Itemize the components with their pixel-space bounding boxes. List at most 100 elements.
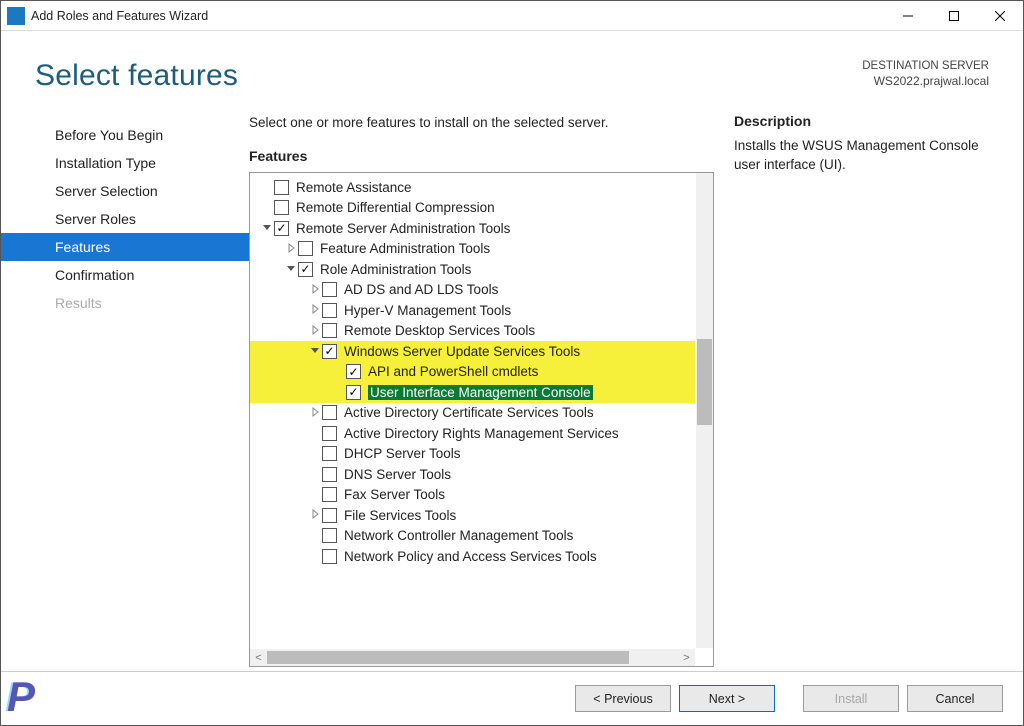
feature-checkbox[interactable]	[322, 446, 337, 461]
feature-checkbox[interactable]	[322, 467, 337, 482]
feature-label: File Services Tools	[344, 508, 456, 523]
window-controls	[885, 1, 1023, 31]
feature-label: DHCP Server Tools	[344, 446, 461, 461]
title-bar: Add Roles and Features Wizard	[1, 1, 1023, 31]
collapse-icon[interactable]	[284, 259, 298, 279]
feature-label: Hyper-V Management Tools	[344, 303, 511, 318]
feature-checkbox[interactable]	[322, 508, 337, 523]
nav-item[interactable]: Installation Type	[1, 149, 249, 177]
feature-label: Network Policy and Access Services Tools	[344, 549, 597, 564]
feature-checkbox[interactable]	[274, 180, 289, 195]
expand-icon[interactable]	[284, 239, 298, 259]
feature-checkbox[interactable]	[322, 323, 337, 338]
nav-item[interactable]: Features	[1, 233, 249, 261]
feature-checkbox[interactable]: ✓	[298, 262, 313, 277]
tree-row[interactable]: ✓ User Interface Management Console	[250, 382, 695, 403]
features-label: Features	[249, 148, 714, 164]
feature-label: AD DS and AD LDS Tools	[344, 282, 498, 297]
features-tree: Remote Assistance Remote Differential Co…	[250, 177, 695, 567]
feature-label: Role Administration Tools	[320, 262, 471, 277]
expand-icon[interactable]	[308, 321, 322, 341]
scroll-left-arrow[interactable]: <	[250, 652, 267, 664]
footer: < Previous Next > Install Cancel P	[1, 671, 1023, 725]
feature-checkbox[interactable]: ✓	[346, 364, 361, 379]
nav-item[interactable]: Server Selection	[1, 177, 249, 205]
close-button[interactable]	[977, 1, 1023, 31]
destination-server: DESTINATION SERVER WS2022.prajwal.local	[862, 59, 989, 90]
feature-checkbox[interactable]: ✓	[322, 344, 337, 359]
maximize-button[interactable]	[931, 1, 977, 31]
tree-row[interactable]: Active Directory Certificate Services To…	[250, 403, 695, 424]
tree-row[interactable]: Remote Assistance	[250, 177, 695, 198]
feature-label: Fax Server Tools	[344, 487, 445, 502]
feature-label: Feature Administration Tools	[320, 241, 490, 256]
body: Before You BeginInstallation TypeServer …	[1, 103, 1023, 671]
feature-checkbox[interactable]	[322, 303, 337, 318]
cancel-button[interactable]: Cancel	[907, 685, 1003, 712]
feature-label: Remote Assistance	[296, 180, 412, 195]
scroll-right-arrow[interactable]: >	[678, 652, 695, 664]
vertical-scrollbar-thumb[interactable]	[697, 339, 712, 425]
tree-row[interactable]: ✓ API and PowerShell cmdlets	[250, 362, 695, 383]
feature-checkbox[interactable]	[322, 528, 337, 543]
nav-item[interactable]: Before You Begin	[1, 121, 249, 149]
feature-label: DNS Server Tools	[344, 467, 451, 482]
horizontal-scrollbar-thumb[interactable]	[267, 651, 629, 664]
tree-row[interactable]: Hyper-V Management Tools	[250, 300, 695, 321]
feature-label: Remote Server Administration Tools	[296, 221, 510, 236]
vertical-scrollbar[interactable]	[696, 173, 713, 648]
feature-label: Network Controller Management Tools	[344, 528, 573, 543]
expand-icon[interactable]	[308, 300, 322, 320]
description-body: Installs the WSUS Management Console use…	[734, 137, 989, 175]
tree-row[interactable]: ✓ Remote Server Administration Tools	[250, 218, 695, 239]
features-tree-viewport[interactable]: Remote Assistance Remote Differential Co…	[250, 173, 695, 648]
minimize-button[interactable]	[885, 1, 931, 31]
feature-checkbox[interactable]	[274, 200, 289, 215]
feature-checkbox[interactable]	[322, 426, 337, 441]
feature-checkbox[interactable]	[322, 282, 337, 297]
feature-label: API and PowerShell cmdlets	[368, 364, 538, 379]
nav-panel: Before You BeginInstallation TypeServer …	[1, 113, 249, 667]
collapse-icon[interactable]	[308, 341, 322, 361]
horizontal-scrollbar[interactable]: < >	[250, 649, 695, 666]
window-title: Add Roles and Features Wizard	[31, 9, 885, 23]
previous-button[interactable]: < Previous	[575, 685, 671, 712]
nav-item: Results	[1, 289, 249, 317]
install-button: Install	[803, 685, 899, 712]
tree-row[interactable]: Network Controller Management Tools	[250, 526, 695, 547]
tree-row[interactable]: ✓ Role Administration Tools	[250, 259, 695, 280]
next-button[interactable]: Next >	[679, 685, 775, 712]
content-panel: Select one or more features to install o…	[249, 113, 714, 667]
feature-checkbox[interactable]: ✓	[346, 385, 361, 400]
feature-checkbox[interactable]	[322, 487, 337, 502]
tree-row[interactable]: Fax Server Tools	[250, 485, 695, 506]
tree-row[interactable]: Network Policy and Access Services Tools	[250, 546, 695, 567]
collapse-icon[interactable]	[260, 218, 274, 238]
nav-item[interactable]: Server Roles	[1, 205, 249, 233]
feature-checkbox[interactable]: ✓	[274, 221, 289, 236]
expand-icon[interactable]	[308, 505, 322, 525]
destination-label: DESTINATION SERVER	[862, 59, 989, 74]
tree-row[interactable]: Active Directory Rights Management Servi…	[250, 423, 695, 444]
feature-checkbox[interactable]	[322, 549, 337, 564]
nav-item[interactable]: Confirmation	[1, 261, 249, 289]
tree-row[interactable]: Remote Desktop Services Tools	[250, 321, 695, 342]
feature-checkbox[interactable]	[322, 405, 337, 420]
tree-row[interactable]: DHCP Server Tools	[250, 444, 695, 465]
tree-row[interactable]: Feature Administration Tools	[250, 239, 695, 260]
feature-label: User Interface Management Console	[368, 385, 593, 400]
feature-checkbox[interactable]	[298, 241, 313, 256]
feature-label: Windows Server Update Services Tools	[344, 344, 580, 359]
expand-icon[interactable]	[308, 403, 322, 423]
tree-row[interactable]: DNS Server Tools	[250, 464, 695, 485]
feature-label: Remote Desktop Services Tools	[344, 323, 535, 338]
wizard-window: Add Roles and Features Wizard Select fea…	[0, 0, 1024, 726]
description-panel: Description Installs the WSUS Management…	[734, 113, 989, 667]
tree-row[interactable]: Remote Differential Compression	[250, 198, 695, 219]
tree-row[interactable]: AD DS and AD LDS Tools	[250, 280, 695, 301]
tree-row[interactable]: File Services Tools	[250, 505, 695, 526]
watermark: P	[7, 673, 35, 721]
tree-row[interactable]: ✓ Windows Server Update Services Tools	[250, 341, 695, 362]
expand-icon[interactable]	[308, 280, 322, 300]
destination-value: WS2022.prajwal.local	[862, 74, 989, 90]
